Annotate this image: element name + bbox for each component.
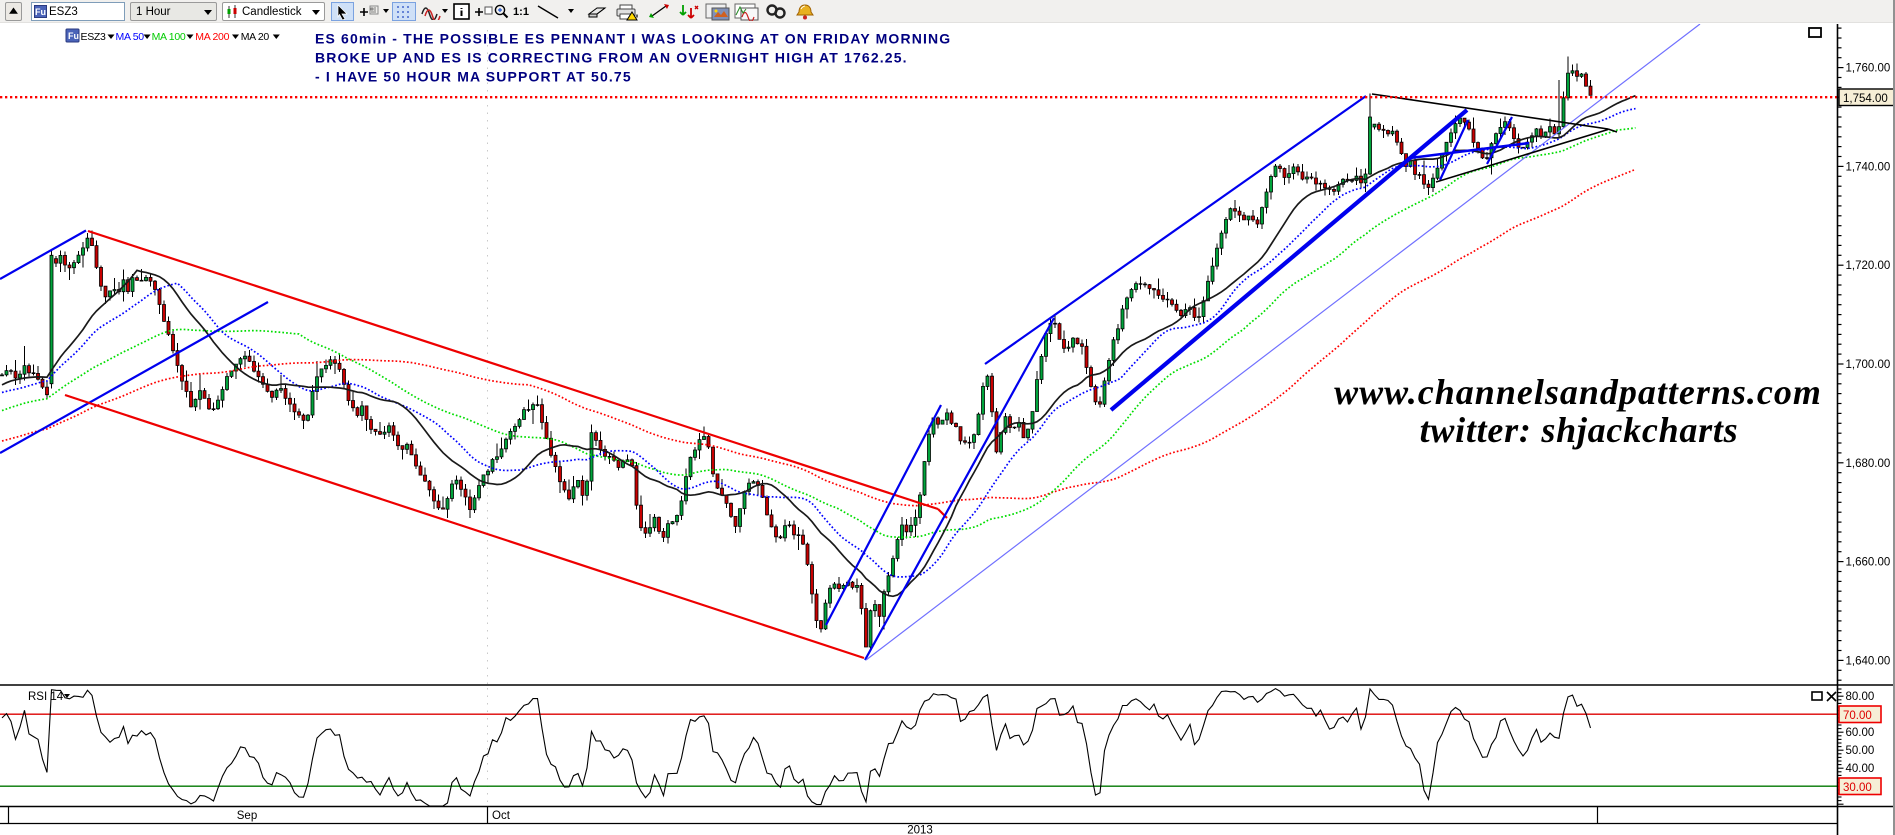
svg-text:30.00: 30.00 <box>1843 782 1872 794</box>
svg-text:BROKE UP AND ES IS CORRECTING: BROKE UP AND ES IS CORRECTING FROM AN OV… <box>315 50 908 66</box>
svg-text:1,720.00: 1,720.00 <box>1846 260 1891 272</box>
svg-text:1,680.00: 1,680.00 <box>1846 458 1891 470</box>
svg-text:Sep: Sep <box>237 810 257 822</box>
svg-text:ES 60min - THE POSSIBLE ES PEN: ES 60min - THE POSSIBLE ES PENNANT I WAS… <box>315 31 951 47</box>
svg-text:MA 200: MA 200 <box>195 31 229 43</box>
svg-text:60.00: 60.00 <box>1846 727 1875 739</box>
svg-text:twitter: shjackcharts: twitter: shjackcharts <box>1420 410 1739 450</box>
svg-text:1,700.00: 1,700.00 <box>1846 359 1891 371</box>
svg-text:ESZ3: ESZ3 <box>81 31 107 43</box>
svg-text:1,660.00: 1,660.00 <box>1846 557 1891 569</box>
svg-text:50.00: 50.00 <box>1846 745 1875 757</box>
svg-text:MA 50: MA 50 <box>116 31 145 43</box>
svg-text:www.channelsandpatterns.com: www.channelsandpatterns.com <box>1334 372 1822 412</box>
svg-text:40.00: 40.00 <box>1846 763 1875 775</box>
svg-text:RSI 14: RSI 14 <box>28 691 64 703</box>
svg-text:MA 20: MA 20 <box>241 31 270 43</box>
svg-text:- I HAVE 50 HOUR MA SUPPORT AT: - I HAVE 50 HOUR MA SUPPORT AT 50.75 <box>315 69 632 85</box>
svg-text:1,640.00: 1,640.00 <box>1846 655 1891 667</box>
svg-text:80.00: 80.00 <box>1846 691 1875 703</box>
svg-text:1,754.00: 1,754.00 <box>1843 93 1888 105</box>
svg-text:Oct: Oct <box>492 810 511 822</box>
svg-text:1,740.00: 1,740.00 <box>1846 161 1891 173</box>
svg-text:MA 100: MA 100 <box>152 31 186 43</box>
svg-text:1,760.00: 1,760.00 <box>1846 63 1891 75</box>
svg-text:70.00: 70.00 <box>1843 710 1872 722</box>
svg-text:2013: 2013 <box>907 825 933 835</box>
svg-text:Fu: Fu <box>68 31 79 41</box>
